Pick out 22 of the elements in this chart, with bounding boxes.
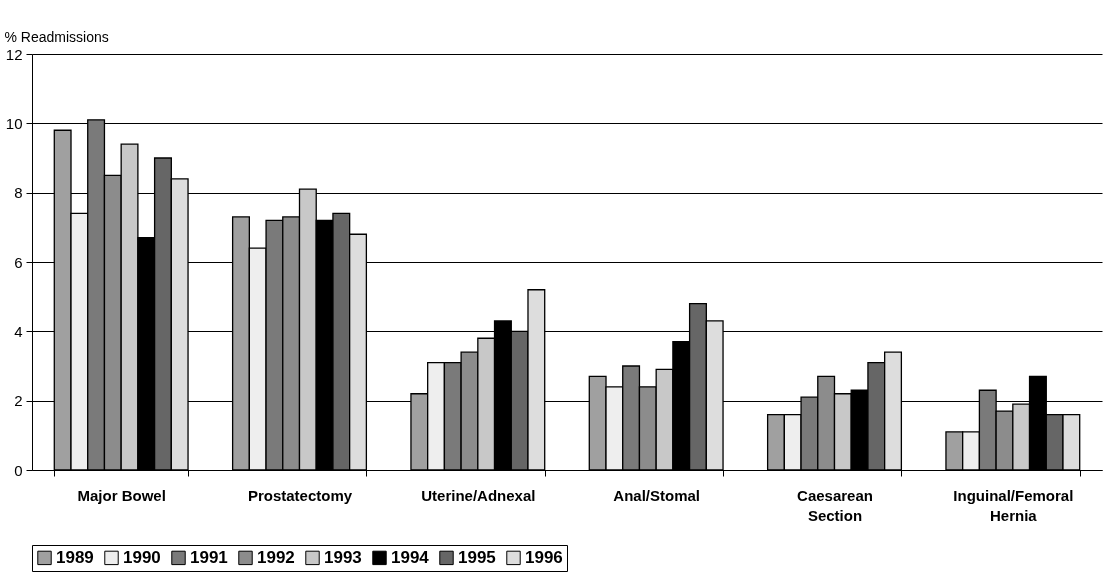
legend-label: 1991 — [190, 547, 228, 567]
legend-label: 1989 — [56, 547, 94, 567]
legend-label: 1996 — [525, 547, 563, 567]
y-tick-label: 8 — [14, 184, 23, 202]
x-tick-label: Inguinal/Femoral Hernia — [953, 486, 1074, 524]
legend-label: 1993 — [324, 547, 362, 567]
y-tick-label: 6 — [14, 253, 23, 271]
legend-label: 1995 — [458, 547, 496, 567]
y-tick-label: 4 — [14, 322, 23, 340]
x-tick-label: Major Bowel — [77, 486, 166, 504]
legend-label: 1994 — [391, 547, 430, 567]
legend-label: 1990 — [123, 547, 161, 567]
x-tick-label: Uterine/Adnexal — [421, 486, 536, 504]
x-tick-label: Prostatectomy — [247, 486, 353, 504]
legend-label: 1992 — [257, 547, 295, 567]
y-tick-label: 0 — [14, 461, 23, 479]
x-tick-label: Anal/Stomal — [613, 486, 701, 504]
y-axis-title: % Readmissions — [4, 28, 109, 45]
y-tick-label: 12 — [5, 45, 23, 63]
y-tick-label: 10 — [5, 114, 23, 132]
x-tick-label: Caesarean Section — [797, 486, 873, 524]
y-tick-label: 2 — [14, 392, 23, 410]
